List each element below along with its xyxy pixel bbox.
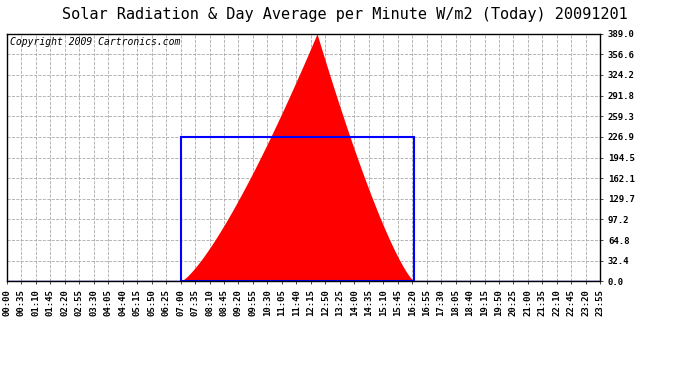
Bar: [181, 137, 414, 281]
Text: Copyright 2009 Cartronics.com: Copyright 2009 Cartronics.com: [10, 38, 180, 48]
Text: Solar Radiation & Day Average per Minute W/m2 (Today) 20091201: Solar Radiation & Day Average per Minute…: [62, 8, 628, 22]
